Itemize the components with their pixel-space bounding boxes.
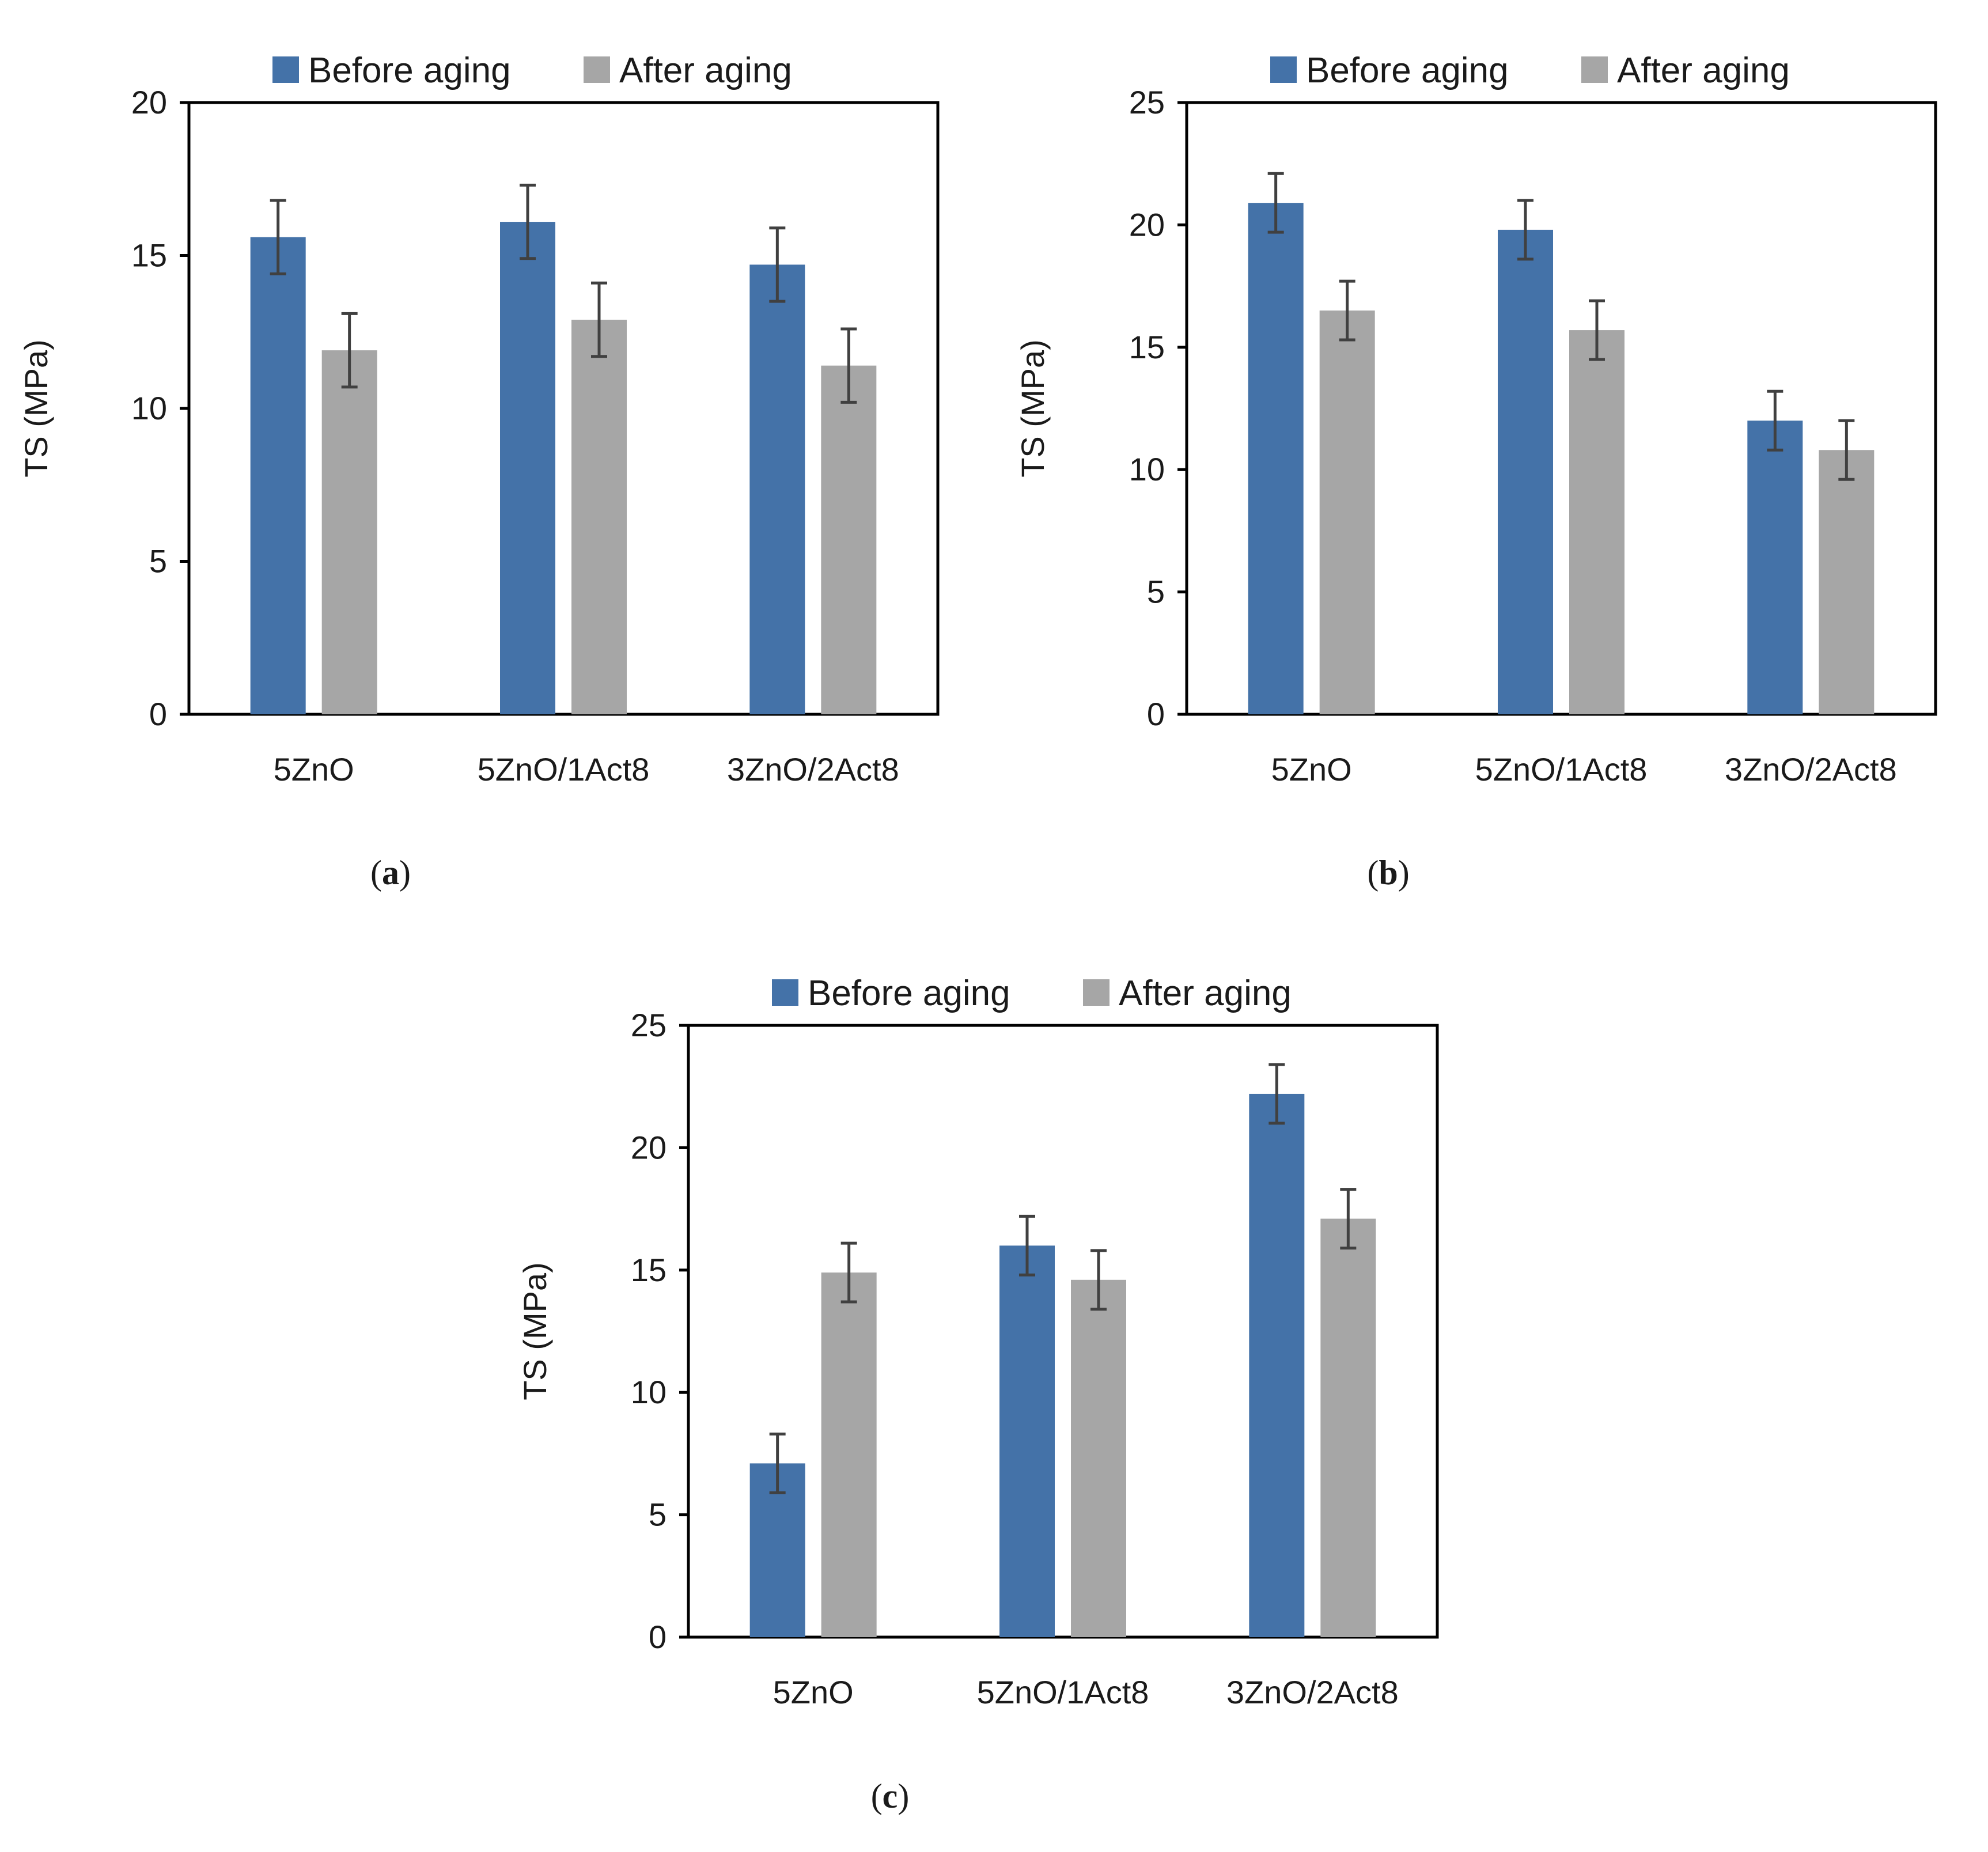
y-tick-label: 25 bbox=[1129, 84, 1165, 120]
category-label: 3ZnO/2Act8 bbox=[1725, 751, 1897, 787]
y-axis-label: TS (MPa) bbox=[18, 339, 54, 478]
panel-label: (c) bbox=[871, 1777, 910, 1815]
category-label: 5ZnO bbox=[773, 1674, 854, 1710]
legend-label: After aging bbox=[1119, 974, 1292, 1013]
error-bar bbox=[1517, 199, 1533, 261]
legend: Before aging After aging bbox=[772, 974, 1292, 1013]
y-tick-label: 0 bbox=[149, 696, 167, 732]
chart-panel-c: 0 5 10 15 20 25 TS (MPa) 5ZnO 5ZnO/1Act8 3ZnO/2Ac… bbox=[517, 974, 1439, 1815]
error-bar bbox=[341, 312, 358, 389]
bar-after-aging bbox=[571, 320, 627, 714]
legend-swatch-before bbox=[1270, 56, 1297, 83]
y-tick-label: 5 bbox=[1147, 574, 1165, 610]
bar-before-aging bbox=[999, 1245, 1055, 1637]
bar-after-aging bbox=[1569, 330, 1625, 714]
y-tick-label: 5 bbox=[649, 1497, 667, 1533]
error-bar bbox=[1019, 1214, 1035, 1277]
y-tick-label: 15 bbox=[1129, 329, 1165, 365]
y-tick-label: 5 bbox=[149, 543, 167, 580]
bar-after-aging bbox=[1819, 450, 1875, 714]
error-bar bbox=[840, 327, 857, 404]
category-label: 3ZnO/2Act8 bbox=[1226, 1674, 1399, 1710]
y-tick-label: 10 bbox=[631, 1374, 667, 1410]
error-bar bbox=[520, 183, 536, 260]
category-label: 5ZnO bbox=[1271, 751, 1352, 787]
bar-before-aging bbox=[500, 222, 555, 715]
error-bar bbox=[1267, 172, 1284, 234]
bar-before-aging bbox=[1248, 203, 1304, 715]
bar-before-aging bbox=[250, 237, 306, 714]
bar-before-aging bbox=[1249, 1093, 1305, 1637]
plot-frame bbox=[687, 1024, 1439, 1639]
y-tick-label: 20 bbox=[631, 1129, 667, 1165]
plot-frame bbox=[1185, 101, 1937, 716]
legend-label: After aging bbox=[1617, 51, 1790, 90]
y-axis-label: TS (MPa) bbox=[517, 1262, 553, 1400]
error-bar bbox=[1090, 1249, 1107, 1311]
category-label: 5ZnO bbox=[274, 751, 354, 787]
legend-label: Before aging bbox=[1306, 51, 1509, 90]
y-tick-label: 20 bbox=[1129, 206, 1165, 243]
category-label: 5ZnO/1Act8 bbox=[977, 1674, 1149, 1710]
error-bar bbox=[1589, 299, 1605, 361]
legend-swatch-after bbox=[584, 56, 610, 83]
chart-panel-b: 0 5 10 15 20 25 TS (MPa) 5ZnO 5ZnO/1Act8 3ZnO/2Ac… bbox=[1014, 51, 1937, 892]
panel-label: (a) bbox=[370, 854, 411, 892]
error-bar bbox=[769, 226, 786, 303]
y-tick-label: 20 bbox=[131, 84, 167, 120]
legend-label: After aging bbox=[619, 51, 792, 90]
error-bar bbox=[1838, 419, 1855, 481]
error-bar bbox=[769, 1432, 786, 1494]
y-tick-label: 0 bbox=[1147, 696, 1165, 732]
category-label: 5ZnO/1Act8 bbox=[1475, 751, 1648, 787]
bar-after-aging bbox=[321, 350, 377, 714]
error-bar bbox=[840, 1241, 857, 1304]
bar-after-aging bbox=[1071, 1279, 1126, 1637]
y-tick-label: 15 bbox=[131, 237, 167, 274]
y-tick-label: 15 bbox=[631, 1252, 667, 1288]
bar-after-aging bbox=[1320, 1218, 1376, 1637]
y-tick-label: 10 bbox=[1129, 451, 1165, 487]
panel-label: (b) bbox=[1367, 854, 1409, 892]
y-tick-label: 0 bbox=[649, 1619, 667, 1655]
legend-swatch-after bbox=[1083, 979, 1110, 1006]
legend-swatch-before bbox=[272, 56, 299, 83]
bar-before-aging bbox=[1498, 229, 1553, 714]
y-tick-label: 10 bbox=[131, 390, 167, 426]
error-bar bbox=[270, 199, 286, 275]
legend-label: Before aging bbox=[808, 974, 1010, 1013]
bar-after-aging bbox=[1319, 310, 1375, 714]
category-label: 5ZnO/1Act8 bbox=[478, 751, 650, 787]
chart-panel-a: 0 5 10 15 20 TS (MPa) 5ZnO 5ZnO/1Act8 3ZnO/2Act8… bbox=[18, 51, 940, 892]
bar-after-aging bbox=[821, 365, 877, 714]
bar-after-aging bbox=[821, 1272, 877, 1637]
error-bar bbox=[1767, 389, 1783, 452]
legend-swatch-before bbox=[772, 979, 798, 1006]
y-tick-label: 25 bbox=[631, 1007, 667, 1043]
bar-before-aging bbox=[749, 264, 805, 714]
legend-label: Before aging bbox=[308, 51, 511, 90]
error-bar bbox=[591, 281, 607, 358]
error-bar bbox=[1339, 279, 1355, 342]
y-axis-label: TS (MPa) bbox=[1014, 339, 1051, 478]
bar-before-aging bbox=[1747, 421, 1803, 714]
legend-swatch-after bbox=[1581, 56, 1608, 83]
legend: Before aging After aging bbox=[1270, 51, 1790, 90]
category-label: 3ZnO/2Act8 bbox=[727, 751, 899, 787]
error-bar bbox=[1340, 1188, 1357, 1250]
error-bar bbox=[1268, 1063, 1285, 1125]
legend: Before aging After aging bbox=[272, 51, 792, 90]
